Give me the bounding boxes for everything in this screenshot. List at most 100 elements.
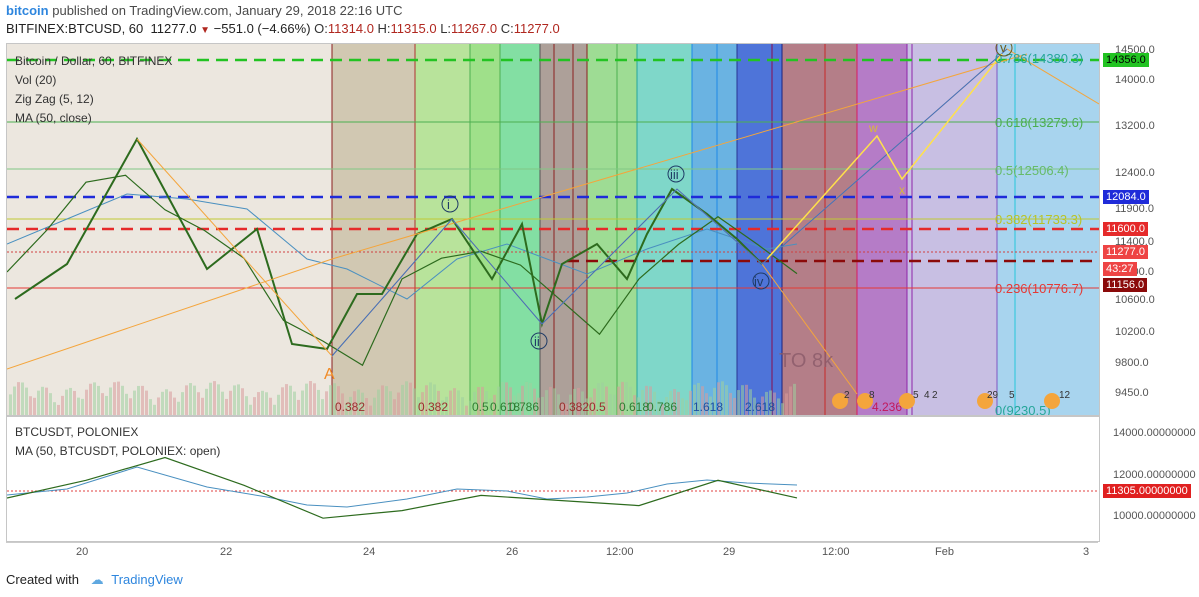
wave-label-x: x xyxy=(899,183,905,197)
btcusdt-price-line xyxy=(7,456,798,519)
volume-bar xyxy=(645,385,648,415)
volume-bar xyxy=(521,385,524,415)
open-label: O: xyxy=(314,21,328,36)
volume-bar xyxy=(193,385,196,415)
volume-bar xyxy=(389,391,392,415)
volume-bar xyxy=(153,404,156,415)
lower-last-price-tag: 11305.00000000 xyxy=(1103,484,1191,498)
volume-bar xyxy=(421,392,424,415)
volume-bar xyxy=(497,386,500,415)
time-fib-labels: 0.382 0.382 0.5 0.618 0.786 0.382 0.5 0.… xyxy=(335,400,902,414)
wave-label-w: w xyxy=(868,121,878,135)
volume-bar xyxy=(145,390,148,415)
main-price-pane[interactable]: 0.786(14380.3) 0.618(13279.6) 0.5(12506.… xyxy=(6,43,1100,416)
price-tag-11600: 11600.0 xyxy=(1103,222,1148,236)
price-tick: 10200.0 xyxy=(1115,326,1155,338)
volume-bar xyxy=(133,390,136,415)
author-link[interactable]: bitcoin xyxy=(6,3,49,18)
legend-volume[interactable]: Vol (20) xyxy=(15,73,57,87)
volume-bar xyxy=(297,399,300,415)
volume-bar xyxy=(737,390,740,415)
event-flag-icon[interactable] xyxy=(857,393,873,409)
volume-bar xyxy=(217,384,220,415)
volume-bar xyxy=(629,386,632,415)
volume-bar xyxy=(465,405,468,415)
volume-bar xyxy=(117,381,120,415)
volume-bar xyxy=(329,385,332,415)
event-flag-icon[interactable] xyxy=(899,393,915,409)
tradingview-link[interactable]: TradingView xyxy=(111,572,183,587)
fib-label-0786: 0.786(14380.3) xyxy=(995,51,1083,66)
volume-bar xyxy=(281,387,284,415)
price-tag-12084: 12084.0 xyxy=(1103,190,1149,204)
legend-symbol[interactable]: Bitcoin / Dollar, 60, BITFINEX xyxy=(15,54,173,68)
volume-bar xyxy=(597,383,600,415)
volume-bar xyxy=(529,382,532,415)
volume-bar xyxy=(477,387,480,415)
volume-bar xyxy=(189,383,192,415)
legend-zigzag[interactable]: Zig Zag (5, 12) xyxy=(15,92,94,106)
volume-bar xyxy=(29,396,32,415)
volume-bar xyxy=(201,397,204,415)
volume-bar xyxy=(369,405,372,415)
zigzag-line xyxy=(14,136,763,351)
volume-bar xyxy=(337,386,340,415)
volume-bar xyxy=(285,384,288,415)
volume-bar xyxy=(57,404,60,415)
event-count: 5 xyxy=(1009,390,1015,401)
event-count: 4 xyxy=(924,390,930,401)
lower-price-axis[interactable]: 14000.00000000 12000.00000000 10000.0000… xyxy=(1099,416,1199,542)
event-flag-icon[interactable] xyxy=(977,393,993,409)
time-tick: 26 xyxy=(506,546,519,558)
volume-bar xyxy=(541,396,544,415)
price-tick: 11900.0 xyxy=(1115,203,1154,215)
volume-bar xyxy=(125,393,128,415)
volume-bar xyxy=(229,390,232,415)
wave-label-iv: iv xyxy=(754,274,764,289)
comparison-pane[interactable]: BTCUSDT, POLONIEX MA (50, BTCUSDT, POLON… xyxy=(6,416,1100,542)
lower-legend-ma[interactable]: MA (50, BTCUSDT, POLONIEX: open) xyxy=(15,444,221,458)
lower-tick: 12000.00000000 xyxy=(1113,469,1196,481)
volume-bar xyxy=(349,396,352,415)
volume-bar xyxy=(445,396,448,415)
volume-bar xyxy=(97,385,100,415)
event-flag-icon[interactable] xyxy=(1044,393,1060,409)
volume-bar xyxy=(589,397,592,415)
time-tick: 29 xyxy=(723,546,736,558)
wave-label-i: i xyxy=(447,197,450,212)
volume-bar xyxy=(621,381,624,415)
volume-bar xyxy=(45,387,48,415)
volume-bar xyxy=(181,392,184,415)
publish-line: bitcoin published on TradingView.com, Ja… xyxy=(6,3,403,18)
event-flag-icon[interactable] xyxy=(832,393,848,409)
volume-bar xyxy=(641,389,644,415)
volume-bar xyxy=(705,393,708,415)
volume-bar xyxy=(533,388,536,415)
tf-label: 0.382 xyxy=(559,400,589,414)
target-annotation: TO 8k xyxy=(779,350,834,372)
volume-bar xyxy=(129,398,132,415)
volume-bar xyxy=(69,387,72,415)
volume-bar xyxy=(697,382,700,415)
volume-bar xyxy=(341,393,344,415)
time-axis[interactable]: 20 22 24 26 12:00 29 12:00 Feb 3 xyxy=(6,542,1098,563)
price-tick: 9800.0 xyxy=(1115,357,1149,369)
volume-bar xyxy=(165,389,168,415)
volume-bar xyxy=(325,391,328,415)
volume-bar xyxy=(769,390,772,415)
volume-bar xyxy=(733,397,736,415)
volume-bar xyxy=(725,385,728,415)
lower-legend-symbol[interactable]: BTCUSDT, POLONIEX xyxy=(15,425,139,439)
volume-bar xyxy=(313,383,316,415)
volume-bar xyxy=(245,396,248,415)
open-value: 11314.0 xyxy=(327,21,374,36)
footer: Created with ☁ TradingView xyxy=(6,572,183,588)
volume-bar xyxy=(753,397,756,415)
legend-ma[interactable]: MA (50, close) xyxy=(15,111,92,125)
btcusd-price-line xyxy=(7,174,798,367)
wave-iii-circle xyxy=(667,165,685,183)
volume-bar xyxy=(685,400,688,415)
volume-bar xyxy=(745,384,748,415)
volume-bar xyxy=(305,383,308,415)
price-axis[interactable]: 14500.0 14000.0 13200.0 12400.0 11900.0 … xyxy=(1099,43,1199,416)
